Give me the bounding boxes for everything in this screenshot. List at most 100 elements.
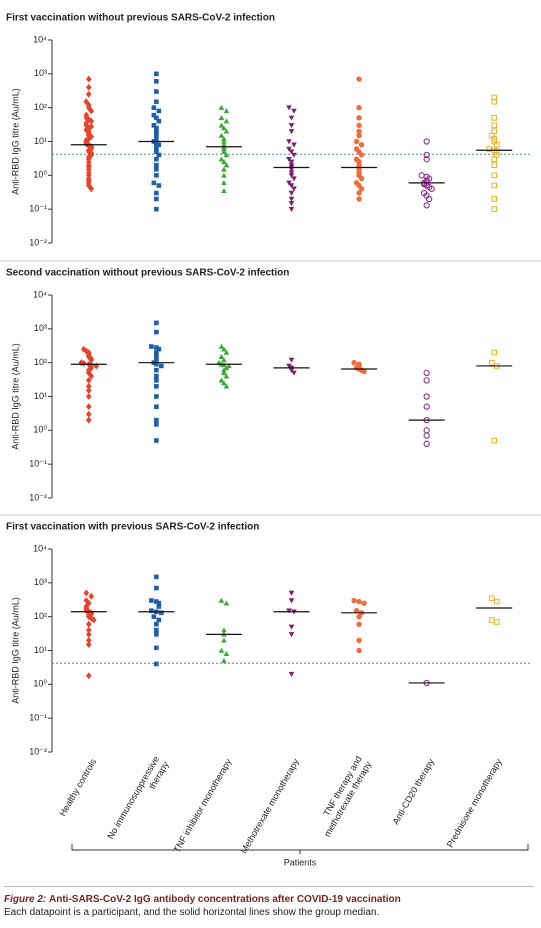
y-tick-label: 10⁴ bbox=[33, 34, 47, 44]
point bbox=[221, 657, 227, 663]
point bbox=[149, 608, 154, 614]
point bbox=[221, 125, 227, 131]
point bbox=[85, 90, 92, 98]
point bbox=[154, 133, 159, 138]
point bbox=[356, 128, 362, 135]
x-tick-label-line: TNF inhibitor monotherapy bbox=[172, 757, 234, 855]
point bbox=[286, 608, 292, 614]
point bbox=[288, 190, 295, 196]
point bbox=[223, 365, 230, 371]
point bbox=[288, 206, 295, 212]
x-tick-label: TNF therapy andmethotrexate therapy bbox=[313, 754, 374, 839]
point bbox=[151, 105, 157, 110]
point bbox=[288, 632, 295, 638]
point bbox=[423, 403, 430, 410]
y-tick-label: 10² bbox=[34, 102, 47, 112]
point bbox=[85, 387, 92, 394]
point bbox=[154, 130, 159, 136]
point bbox=[85, 135, 92, 143]
point bbox=[154, 149, 159, 154]
y-tick-label: 10⁴ bbox=[33, 543, 47, 553]
point bbox=[288, 159, 295, 165]
point bbox=[85, 636, 92, 644]
point bbox=[488, 617, 495, 623]
y-tick-label: 10⁰ bbox=[33, 170, 47, 180]
point bbox=[154, 438, 159, 443]
point bbox=[423, 440, 430, 447]
point bbox=[358, 175, 365, 182]
point bbox=[223, 118, 230, 124]
point bbox=[358, 152, 365, 158]
caption-title: Anti-SARS-CoV-2 IgG antibody concentrati… bbox=[49, 894, 401, 905]
point bbox=[218, 343, 225, 349]
point bbox=[288, 200, 295, 207]
point bbox=[85, 620, 92, 628]
point bbox=[291, 108, 297, 114]
point bbox=[85, 376, 92, 384]
point bbox=[291, 176, 297, 182]
point bbox=[223, 108, 230, 114]
point bbox=[288, 196, 295, 202]
x-tick-label: Methotrexate monotherapy bbox=[239, 757, 302, 856]
point bbox=[151, 112, 157, 118]
point bbox=[149, 344, 154, 349]
point bbox=[493, 619, 500, 625]
point bbox=[221, 146, 227, 152]
point bbox=[423, 369, 430, 377]
point bbox=[223, 373, 230, 379]
point bbox=[88, 185, 95, 193]
y-tick-label: 10⁴ bbox=[33, 289, 47, 299]
point bbox=[491, 122, 498, 129]
point bbox=[154, 574, 159, 580]
point bbox=[154, 99, 159, 105]
point bbox=[154, 384, 159, 389]
point bbox=[156, 152, 162, 158]
point bbox=[353, 138, 360, 145]
point bbox=[80, 360, 87, 367]
point bbox=[88, 356, 95, 364]
point bbox=[491, 182, 498, 189]
point bbox=[291, 152, 297, 158]
point bbox=[288, 590, 295, 596]
point bbox=[154, 167, 159, 172]
chart-title: First vaccination with previous SARS-CoV… bbox=[6, 522, 259, 533]
point bbox=[221, 346, 227, 352]
point bbox=[154, 367, 159, 373]
point bbox=[288, 115, 295, 121]
point bbox=[156, 142, 162, 148]
point bbox=[288, 129, 295, 135]
point bbox=[156, 604, 162, 609]
point bbox=[221, 357, 227, 363]
point bbox=[156, 617, 162, 623]
point bbox=[88, 117, 95, 125]
point bbox=[493, 598, 500, 605]
point bbox=[218, 377, 225, 383]
point bbox=[423, 432, 430, 439]
point bbox=[423, 138, 430, 145]
point bbox=[154, 585, 159, 591]
point bbox=[221, 136, 227, 142]
point bbox=[85, 83, 92, 91]
point bbox=[85, 416, 92, 424]
y-tick-label: 10¹ bbox=[34, 645, 47, 655]
point bbox=[154, 378, 159, 383]
point bbox=[83, 121, 90, 129]
point bbox=[491, 115, 498, 121]
point bbox=[491, 206, 498, 212]
point bbox=[491, 162, 498, 168]
point bbox=[221, 380, 227, 386]
point bbox=[221, 367, 227, 373]
bracket bbox=[71, 844, 529, 854]
point bbox=[491, 98, 498, 105]
point bbox=[83, 347, 90, 355]
y-tick-label: 10³ bbox=[34, 577, 47, 587]
point bbox=[351, 597, 357, 604]
point bbox=[88, 133, 95, 140]
point bbox=[154, 206, 159, 212]
point bbox=[491, 172, 498, 179]
point bbox=[493, 148, 500, 155]
point bbox=[154, 345, 159, 350]
point bbox=[226, 363, 232, 369]
point bbox=[218, 104, 225, 110]
point bbox=[425, 195, 433, 203]
